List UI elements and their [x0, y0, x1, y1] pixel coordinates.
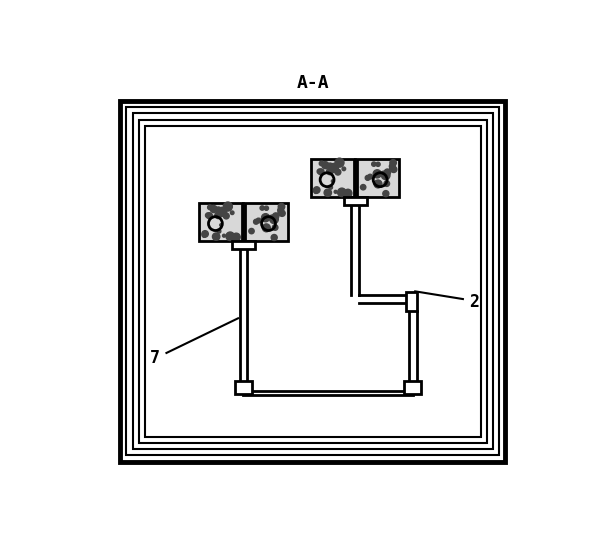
Circle shape — [373, 170, 381, 178]
Circle shape — [220, 224, 222, 226]
Circle shape — [202, 233, 207, 238]
Circle shape — [210, 205, 218, 212]
Bar — [311, 159, 354, 197]
Circle shape — [273, 213, 279, 219]
Circle shape — [262, 213, 269, 222]
Circle shape — [390, 166, 397, 172]
Circle shape — [222, 234, 225, 237]
Circle shape — [223, 202, 232, 211]
Circle shape — [331, 180, 334, 182]
Circle shape — [384, 181, 390, 186]
Circle shape — [390, 159, 397, 166]
Circle shape — [384, 169, 390, 175]
Bar — [145, 126, 481, 437]
Circle shape — [269, 215, 279, 224]
Circle shape — [360, 185, 366, 190]
Circle shape — [329, 186, 332, 189]
Bar — [139, 120, 487, 443]
Circle shape — [335, 158, 344, 167]
Circle shape — [232, 233, 240, 241]
Circle shape — [334, 190, 337, 193]
Circle shape — [327, 163, 333, 169]
Text: A-A: A-A — [296, 74, 329, 93]
Circle shape — [390, 166, 395, 172]
Text: 7: 7 — [150, 349, 160, 368]
Bar — [357, 159, 400, 197]
Circle shape — [223, 210, 225, 213]
Bar — [404, 381, 422, 394]
Circle shape — [249, 228, 254, 234]
Circle shape — [256, 218, 261, 223]
Circle shape — [365, 175, 370, 180]
Circle shape — [217, 230, 221, 233]
Circle shape — [207, 213, 213, 219]
Circle shape — [329, 164, 338, 172]
Circle shape — [208, 205, 212, 210]
Circle shape — [335, 169, 341, 175]
Bar — [126, 108, 499, 455]
Circle shape — [278, 203, 285, 210]
Circle shape — [313, 187, 320, 193]
Text: 2: 2 — [469, 293, 480, 311]
Bar — [133, 113, 493, 449]
Circle shape — [322, 162, 329, 169]
Circle shape — [226, 232, 235, 241]
Circle shape — [389, 163, 395, 169]
Circle shape — [334, 165, 337, 169]
Circle shape — [320, 161, 324, 166]
Circle shape — [260, 206, 265, 210]
Circle shape — [262, 224, 270, 232]
Circle shape — [374, 180, 382, 188]
Circle shape — [335, 166, 337, 169]
Circle shape — [324, 189, 332, 196]
Bar — [406, 292, 417, 311]
Circle shape — [279, 210, 285, 216]
Circle shape — [318, 169, 324, 175]
Circle shape — [342, 167, 346, 171]
Circle shape — [314, 189, 318, 194]
Circle shape — [223, 213, 229, 219]
Circle shape — [215, 212, 221, 219]
Bar — [235, 381, 252, 394]
Circle shape — [326, 168, 333, 175]
Circle shape — [371, 162, 376, 166]
Circle shape — [278, 207, 284, 213]
Circle shape — [344, 189, 352, 197]
Circle shape — [216, 207, 221, 213]
Circle shape — [205, 213, 210, 218]
Circle shape — [213, 233, 220, 240]
Circle shape — [383, 190, 389, 197]
Bar — [343, 197, 367, 205]
Circle shape — [376, 162, 380, 166]
Circle shape — [381, 171, 386, 177]
Circle shape — [222, 209, 225, 212]
Circle shape — [381, 171, 390, 180]
Circle shape — [254, 219, 258, 224]
Circle shape — [218, 208, 227, 216]
Circle shape — [202, 231, 208, 237]
Bar — [199, 203, 242, 241]
Circle shape — [278, 210, 284, 216]
Circle shape — [368, 174, 373, 179]
Bar — [245, 203, 288, 241]
Circle shape — [338, 188, 346, 197]
Bar — [120, 101, 505, 462]
Circle shape — [317, 169, 322, 174]
Circle shape — [230, 211, 234, 215]
Circle shape — [273, 225, 278, 230]
Circle shape — [265, 206, 268, 210]
Circle shape — [271, 234, 277, 241]
Bar — [232, 241, 255, 249]
Circle shape — [269, 215, 274, 220]
